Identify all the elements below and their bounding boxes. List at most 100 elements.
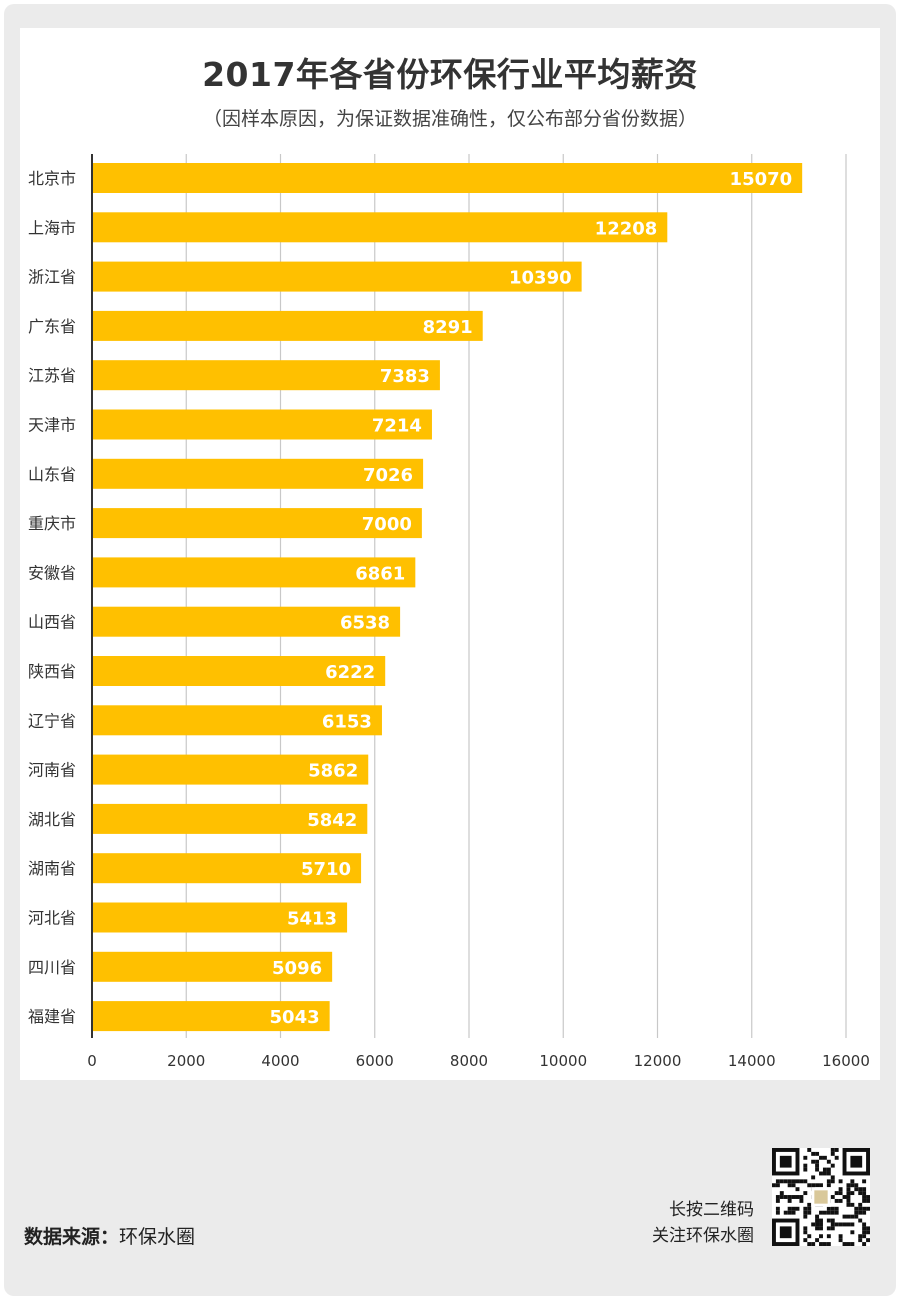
qr-module: [822, 1242, 827, 1246]
qr-module: [838, 1179, 843, 1184]
qr-module: [815, 1238, 820, 1243]
qr-module: [787, 1210, 792, 1215]
qr-module: [866, 1198, 870, 1203]
data-label: 10390: [509, 268, 572, 289]
qr-module: [826, 1171, 831, 1176]
qr-module: [826, 1159, 831, 1164]
qr-module: [815, 1218, 820, 1223]
qr-module: [858, 1191, 863, 1196]
qr-module: [846, 1214, 851, 1219]
qr-module: [815, 1163, 820, 1168]
qr-module: [866, 1195, 870, 1199]
qr-module: [862, 1242, 867, 1246]
qr-module: [854, 1214, 859, 1219]
qr-module: [842, 1242, 847, 1246]
qr-module: [862, 1210, 867, 1215]
qr-module: [775, 1179, 780, 1184]
qr-module: [815, 1226, 820, 1231]
x-tick-label: 16000: [822, 1052, 870, 1070]
bar: [92, 212, 668, 243]
qr-module: [791, 1195, 796, 1199]
qr-module: [826, 1226, 831, 1231]
data-label: 15070: [730, 169, 793, 190]
qr-module: [834, 1148, 839, 1152]
qr-module: [803, 1167, 808, 1172]
bar: [92, 803, 368, 834]
qr-module: [814, 1190, 828, 1204]
qr-module: [858, 1238, 863, 1243]
qr-module: [772, 1183, 776, 1188]
data-label: 12208: [595, 218, 658, 239]
qr-module: [803, 1163, 808, 1168]
bar: [92, 409, 432, 440]
qr-module: [826, 1218, 831, 1223]
data-label: 6153: [322, 711, 372, 732]
qr-module: [803, 1238, 808, 1243]
qr-module: [866, 1226, 870, 1231]
qr-module: [787, 1206, 792, 1211]
qr-module: [850, 1222, 855, 1227]
category-label: 天津市: [28, 416, 76, 435]
qr-module: [850, 1230, 855, 1235]
x-tick-label: 2000: [167, 1052, 205, 1070]
qr-module: [775, 1210, 780, 1215]
bar: [92, 754, 369, 785]
bar: [92, 853, 362, 884]
qr-module: [838, 1238, 843, 1243]
qr-module: [850, 1183, 855, 1188]
qr-module: [846, 1222, 851, 1227]
category-label: 广东省: [28, 317, 76, 336]
qr-module: [826, 1234, 831, 1239]
category-label: 安徽省: [28, 563, 76, 582]
qr-module: [862, 1187, 867, 1192]
qr-module: [834, 1191, 839, 1196]
qr-module: [838, 1191, 843, 1196]
qr-module: [826, 1167, 831, 1172]
qr-module: [846, 1183, 851, 1188]
qr-module: [803, 1226, 808, 1231]
x-tick-label: 14000: [728, 1052, 776, 1070]
category-label: 山西省: [28, 613, 76, 632]
qr-module: [830, 1163, 835, 1168]
qr-module: [854, 1183, 859, 1188]
qr-module: [858, 1202, 863, 1207]
data-label: 8291: [423, 317, 473, 338]
qr-module: [862, 1198, 867, 1203]
qr-module: [854, 1210, 859, 1215]
category-label: 河南省: [28, 761, 76, 780]
qr-module: [862, 1195, 867, 1199]
qr-module: [819, 1183, 823, 1188]
qr-module: [787, 1198, 792, 1203]
qr-module: [842, 1214, 847, 1219]
qr-module: [815, 1183, 820, 1188]
qr-module: [830, 1226, 835, 1231]
qr-module: [811, 1159, 816, 1164]
qr-module: [819, 1210, 823, 1215]
qr-module: [779, 1195, 784, 1199]
qr-module: [866, 1206, 870, 1211]
qr-module: [846, 1242, 851, 1246]
qr-module: [779, 1155, 792, 1168]
qr-module: [830, 1218, 835, 1223]
qr-module: [791, 1206, 796, 1211]
x-tick-label: 10000: [539, 1052, 587, 1070]
qr-module: [830, 1210, 835, 1215]
qr-module: [862, 1230, 867, 1235]
qr-module: [783, 1179, 788, 1184]
qr-module: [811, 1242, 816, 1246]
qr-module: [850, 1191, 855, 1196]
qr-code-icon[interactable]: [772, 1148, 870, 1246]
category-label: 四川省: [28, 958, 76, 977]
qr-module: [811, 1222, 816, 1227]
qr-module: [850, 1214, 855, 1219]
x-tick-label: 4000: [261, 1052, 299, 1070]
chart-subtitle: （因样本原因，为保证数据准确性，仅公布部分省份数据）: [202, 108, 697, 130]
qr-module: [846, 1202, 851, 1207]
qr-module: [834, 1206, 839, 1211]
qr-module: [775, 1195, 780, 1199]
qr-module: [807, 1183, 812, 1188]
qr-module: [779, 1191, 784, 1196]
qr-module: [819, 1234, 823, 1239]
data-label: 5862: [308, 761, 358, 782]
bar: [92, 557, 416, 588]
